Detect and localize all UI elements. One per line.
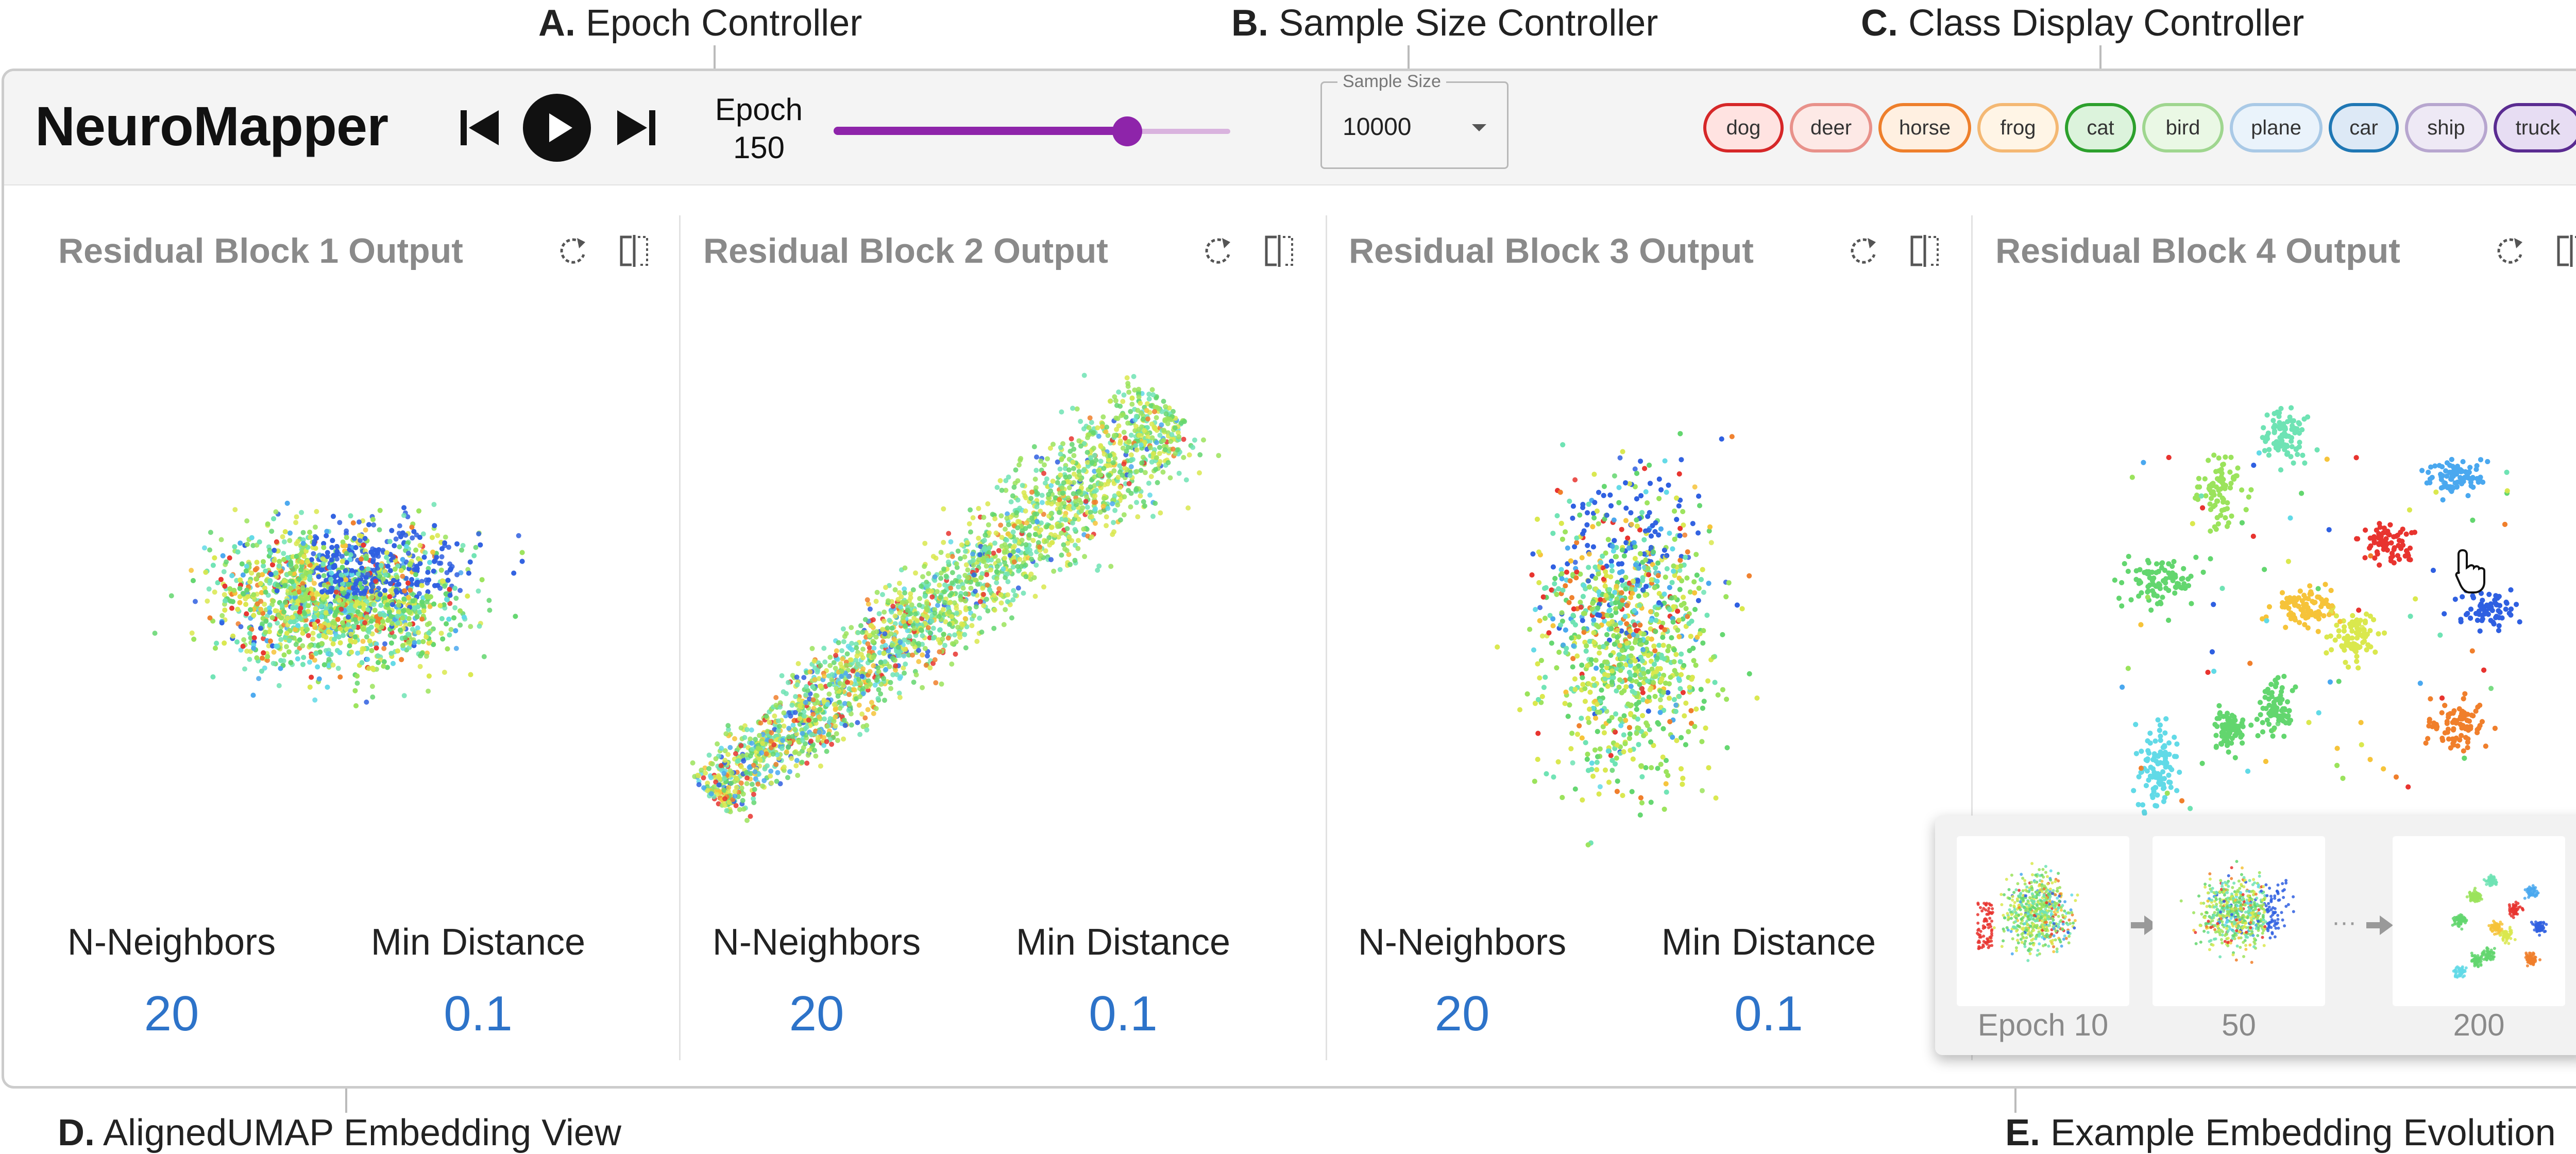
skip-back-icon[interactable] bbox=[457, 102, 504, 154]
umap-scatter-plot[interactable] bbox=[1941, 308, 2576, 875]
min-distance-value: 0.1 bbox=[1624, 986, 1913, 1042]
class-chip-car[interactable]: car bbox=[2329, 103, 2399, 152]
epoch-slider-thumb[interactable] bbox=[1112, 116, 1142, 146]
arrow-right-icon bbox=[2365, 913, 2394, 937]
min-distance-value: 0.1 bbox=[979, 986, 1267, 1042]
panel-title: Residual Block 4 Output bbox=[1995, 231, 2400, 271]
refresh-icon[interactable] bbox=[1846, 234, 1880, 268]
n-neighbors-label: N-Neighbors bbox=[27, 921, 316, 963]
class-chip-truck[interactable]: truck bbox=[2494, 103, 2576, 152]
callout-embedding-evolution: E. Example Embedding Evolution bbox=[2005, 1112, 2556, 1154]
sample-size-select[interactable]: Sample Size 10000 bbox=[1320, 81, 1509, 169]
evolution-label-epoch-10: Epoch 10 bbox=[1957, 1007, 2129, 1043]
refresh-icon[interactable] bbox=[1200, 234, 1234, 268]
min-distance-label: Min Distance bbox=[334, 921, 622, 963]
epoch-label: Epoch bbox=[689, 91, 828, 129]
n-neighbors-value: 20 bbox=[27, 986, 316, 1042]
panel-title: Residual Block 2 Output bbox=[703, 231, 1108, 271]
class-chip-frog[interactable]: frog bbox=[1977, 103, 2059, 152]
umap-scatter-plot[interactable] bbox=[649, 308, 1293, 875]
split-view-icon[interactable] bbox=[617, 234, 651, 268]
sample-size-label: Sample Size bbox=[1337, 72, 1446, 92]
evolution-label-epoch-200: 200 bbox=[2393, 1007, 2565, 1043]
min-distance-label: Min Distance bbox=[1624, 921, 1913, 963]
class-chip-horse[interactable]: horse bbox=[1878, 103, 1971, 152]
skip-forward-icon[interactable] bbox=[612, 102, 658, 154]
class-chip-ship[interactable]: ship bbox=[2405, 103, 2487, 152]
evolution-thumbnail-epoch-10 bbox=[1957, 836, 2129, 1006]
n-neighbors-label: N-Neighbors bbox=[1318, 921, 1606, 963]
refresh-icon[interactable] bbox=[2493, 234, 2527, 268]
class-chip-deer[interactable]: deer bbox=[1790, 103, 1872, 152]
split-view-icon[interactable] bbox=[1262, 234, 1296, 268]
refresh-icon[interactable] bbox=[555, 234, 589, 268]
n-neighbors-value: 20 bbox=[672, 986, 961, 1042]
epoch-value: 150 bbox=[689, 129, 828, 167]
callout-class-display-controller: C. Class Display Controller bbox=[1861, 2, 2304, 44]
min-distance-label: Min Distance bbox=[979, 921, 1267, 963]
evolution-ellipsis: ··· bbox=[2332, 908, 2357, 937]
n-neighbors-label: N-Neighbors bbox=[672, 921, 961, 963]
hand-cursor-icon bbox=[2456, 550, 2484, 592]
split-view-icon[interactable] bbox=[1908, 234, 1942, 268]
toolbar: NeuroMapper Epoch 150 Sample Size 10000 bbox=[4, 71, 2576, 185]
split-view-icon[interactable] bbox=[2554, 234, 2576, 268]
callout-epoch-controller: A. Epoch Controller bbox=[538, 2, 862, 44]
chevron-down-icon bbox=[1472, 124, 1486, 131]
n-neighbors-value: 20 bbox=[1318, 986, 1606, 1042]
evolution-thumbnail-epoch-200 bbox=[2393, 836, 2565, 1006]
callout-embedding-view: D. AlignedUMAP Embedding View bbox=[58, 1112, 621, 1154]
embedding-panel-block-1: Residual Block 1 Output N-Neighbors 20 Min … bbox=[4, 184, 648, 1089]
embedding-panel-block-2: Residual Block 2 Output N-Neighbors 20 Min … bbox=[649, 184, 1293, 1089]
class-chip-dog[interactable]: dog bbox=[1703, 103, 1784, 152]
leader-line-a bbox=[714, 45, 716, 70]
panel-title: Residual Block 1 Output bbox=[58, 231, 463, 271]
epoch-slider-fill bbox=[834, 127, 1127, 135]
umap-scatter-plot[interactable] bbox=[4, 308, 648, 875]
sample-size-value: 10000 bbox=[1343, 113, 1411, 141]
umap-scatter-plot[interactable] bbox=[1295, 308, 1939, 875]
min-distance-value: 0.1 bbox=[334, 986, 622, 1042]
embedding-panel-block-3: Residual Block 3 Output N-Neighbors 20 Min … bbox=[1295, 184, 1939, 1089]
class-chip-cat[interactable]: cat bbox=[2065, 103, 2136, 152]
class-chip-plane[interactable]: plane bbox=[2230, 103, 2323, 152]
epoch-slider[interactable] bbox=[834, 121, 1230, 141]
embedding-evolution-card: Epoch 10 50 ··· 200 bbox=[1935, 816, 2576, 1055]
play-icon[interactable] bbox=[521, 92, 593, 164]
evolution-thumbnail-epoch-50 bbox=[2153, 836, 2325, 1006]
epoch-readout: Epoch 150 bbox=[689, 91, 828, 167]
app-title: NeuroMapper bbox=[35, 94, 388, 158]
class-chip-bird[interactable]: bird bbox=[2142, 103, 2224, 152]
panel-title: Residual Block 3 Output bbox=[1349, 231, 1754, 271]
evolution-label-epoch-50: 50 bbox=[2153, 1007, 2325, 1043]
callout-sample-size-controller: B. Sample Size Controller bbox=[1231, 2, 1658, 44]
